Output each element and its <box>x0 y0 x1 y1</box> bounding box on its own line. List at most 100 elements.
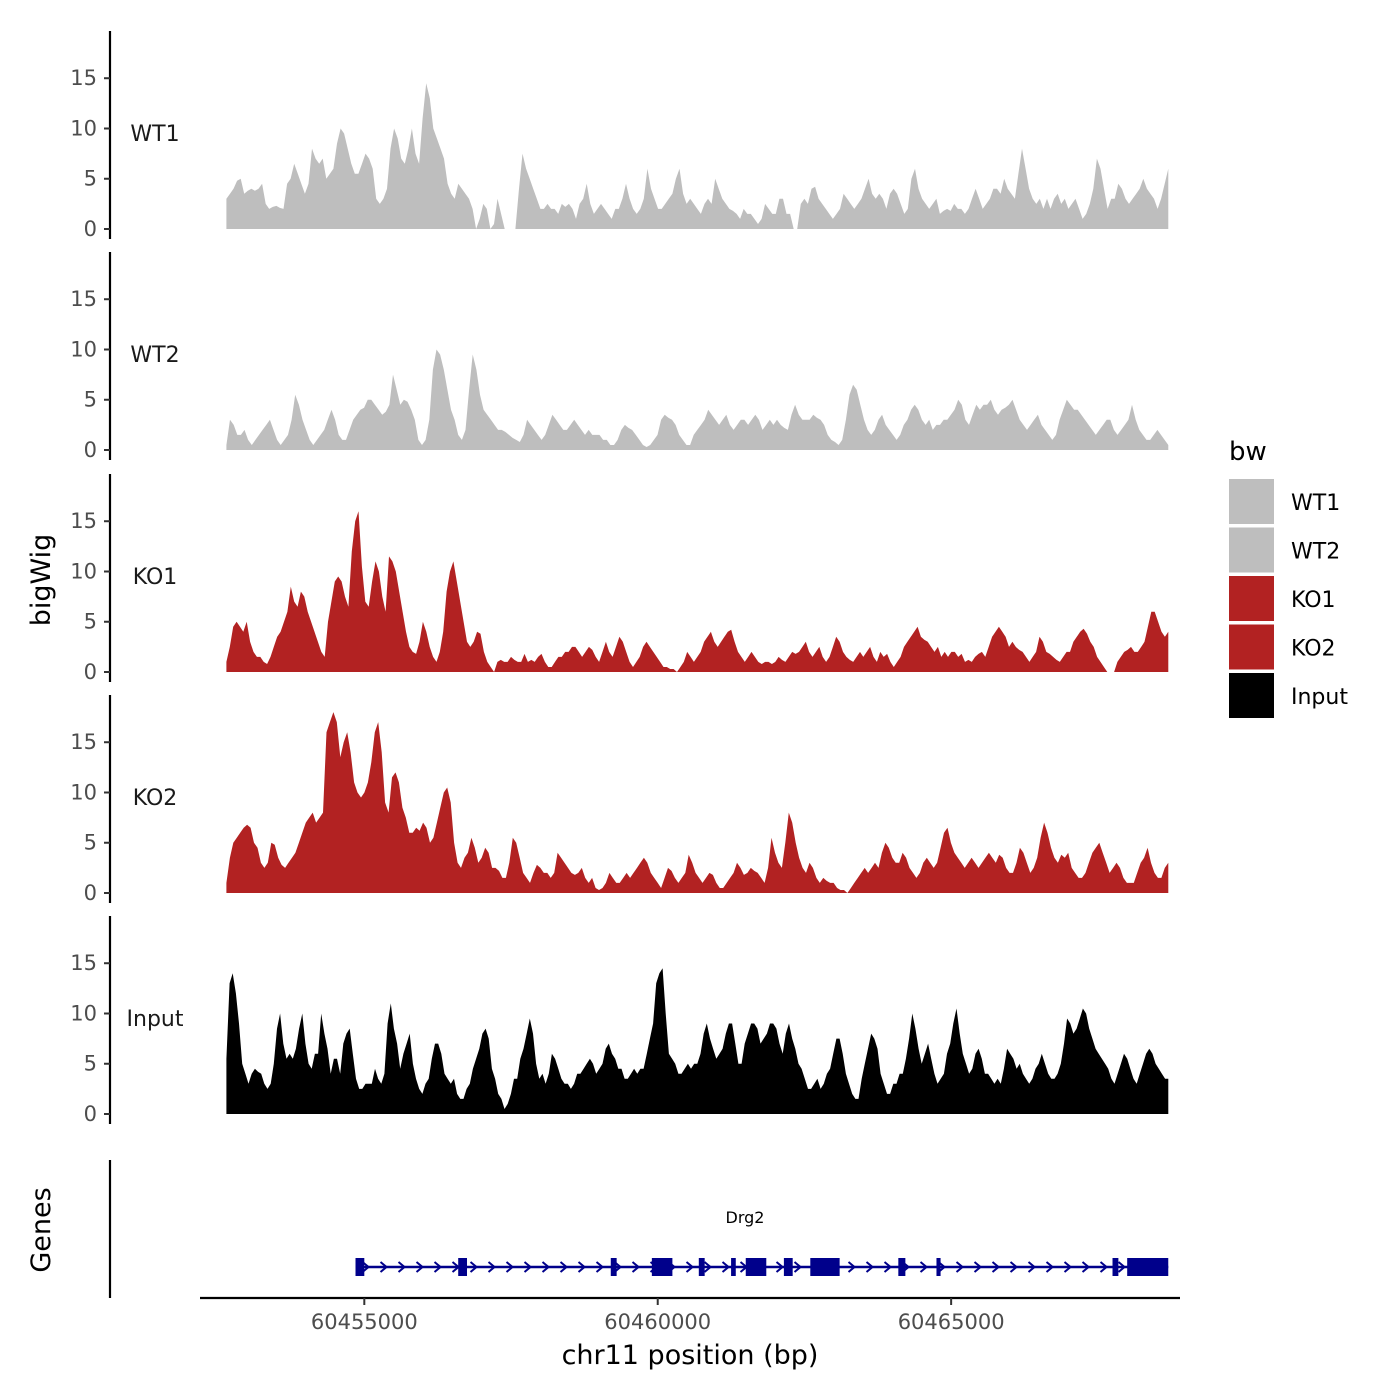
strand-arrow <box>793 1261 803 1273</box>
y-tick-label: 0 <box>84 217 97 241</box>
strand-arrow <box>577 1261 587 1273</box>
y-tick-label: 5 <box>84 388 97 412</box>
coverage-area-wt2 <box>226 349 1169 450</box>
strand-arrow <box>487 1261 497 1273</box>
legend-label-wt1: WT1 <box>1291 491 1340 516</box>
track-label: WT1 <box>130 122 179 147</box>
y-tick-label: 15 <box>70 66 97 90</box>
exon-block <box>1112 1258 1119 1276</box>
strand-arrow <box>955 1261 965 1273</box>
legend-label-wt2: WT2 <box>1291 540 1340 565</box>
strand-arrow <box>631 1261 641 1273</box>
strand-arrow <box>1009 1261 1019 1273</box>
strand-arrow <box>721 1261 731 1273</box>
legend-swatch-input <box>1229 673 1274 718</box>
strand-arrow <box>865 1261 875 1273</box>
legend-title: bw <box>1229 437 1267 467</box>
x-axis-title: chr11 position (bp) <box>562 1340 819 1371</box>
y-axis-title: bigWig <box>26 534 57 627</box>
strand-arrow <box>1045 1261 1055 1273</box>
y-tick-label: 15 <box>70 730 97 754</box>
legend-swatch-ko1 <box>1229 576 1274 621</box>
y-tick-label: 0 <box>84 660 97 684</box>
y-tick-label: 10 <box>70 116 97 140</box>
strand-arrow <box>379 1261 389 1273</box>
strand-arrow <box>469 1261 479 1273</box>
x-tick-label: 60460000 <box>604 1310 711 1334</box>
coverage-area-wt1 <box>226 83 1169 229</box>
exon-block <box>936 1258 941 1276</box>
y-tick-label: 5 <box>84 831 97 855</box>
exon-block <box>898 1258 906 1276</box>
exon-block <box>731 1258 736 1276</box>
strand-arrow <box>1027 1261 1037 1273</box>
strand-arrow <box>685 1261 695 1273</box>
y-tick-label: 5 <box>84 610 97 634</box>
exon-block <box>810 1258 840 1276</box>
track-label: KO1 <box>133 565 178 590</box>
x-axis: 60455000 60460000 60465000 <box>200 1296 1180 1334</box>
y-tick-label: 0 <box>84 881 97 905</box>
strand-arrow <box>1063 1261 1073 1273</box>
x-tick-label: 60455000 <box>311 1310 418 1334</box>
coverage-area-ko2 <box>226 712 1169 893</box>
exon-block <box>698 1258 705 1276</box>
strand-arrow <box>523 1261 533 1273</box>
coverage-area-ko1 <box>226 511 1169 672</box>
legend-label-ko2: KO2 <box>1291 637 1336 662</box>
strand-arrow <box>541 1261 551 1273</box>
strand-arrow <box>1099 1261 1109 1273</box>
y-tick-label: 5 <box>84 1052 97 1076</box>
strand-arrow <box>973 1261 983 1273</box>
y-tick-label: 10 <box>70 559 97 583</box>
strand-arrow <box>361 1261 371 1273</box>
y-tick-label: 10 <box>70 780 97 804</box>
strand-arrow <box>505 1261 515 1273</box>
legend-swatch-wt2 <box>1229 527 1274 573</box>
track-panel-ko2: 0 5 10 15 KO2 <box>70 695 1169 905</box>
y-tick-label: 0 <box>84 438 97 462</box>
strand-arrow <box>991 1261 1001 1273</box>
exon-block <box>458 1258 468 1276</box>
y-tick-label: 15 <box>70 951 97 975</box>
legend-swatch-ko2 <box>1229 624 1274 670</box>
strand-arrow <box>433 1261 443 1273</box>
strand-arrow <box>397 1261 407 1273</box>
strand-arrow <box>883 1261 893 1273</box>
genes-panel: Drg2 <box>108 1160 1169 1298</box>
strand-arrow <box>415 1261 425 1273</box>
strand-arrow <box>775 1261 785 1273</box>
exon-block <box>610 1258 617 1276</box>
y-tick-label: 15 <box>70 509 97 533</box>
strand-arrow <box>595 1261 605 1273</box>
exon-block <box>651 1258 673 1276</box>
strand-arrow <box>847 1261 857 1273</box>
track-label: Input <box>127 1007 184 1032</box>
y-tick-label: 15 <box>70 287 97 311</box>
track-panel-ko1: 0 5 10 15 KO1 <box>70 474 1169 684</box>
legend: bw WT1 WT2 KO1 KO2 Input <box>1229 437 1348 718</box>
strand-arrow <box>703 1261 713 1273</box>
x-tick-label: 60465000 <box>898 1310 1005 1334</box>
strand-arrow <box>1081 1261 1091 1273</box>
exon-block <box>745 1258 767 1276</box>
track-panel-wt2: 0 5 10 15 WT2 <box>70 252 1169 462</box>
legend-swatch-wt1 <box>1229 479 1274 524</box>
track-label: KO2 <box>133 786 178 811</box>
gene-name-label: Drg2 <box>726 1208 765 1227</box>
strand-arrow <box>559 1261 569 1273</box>
track-panel-input: 0 5 10 15 Input <box>70 916 1169 1126</box>
track-label: WT2 <box>130 343 179 368</box>
y-tick-label: 10 <box>70 337 97 361</box>
strand-arrow <box>1117 1261 1127 1273</box>
y-tick-label: 5 <box>84 167 97 191</box>
coverage-area-input <box>226 968 1169 1114</box>
legend-label-input: Input <box>1291 685 1348 710</box>
exon-block <box>783 1258 793 1276</box>
exon-block <box>355 1258 365 1276</box>
y-tick-label: 10 <box>70 1001 97 1025</box>
track-panel-wt1: 0 5 10 15 WT1 <box>70 31 1169 241</box>
exon-block <box>1127 1258 1169 1276</box>
legend-label-ko1: KO1 <box>1291 588 1336 613</box>
